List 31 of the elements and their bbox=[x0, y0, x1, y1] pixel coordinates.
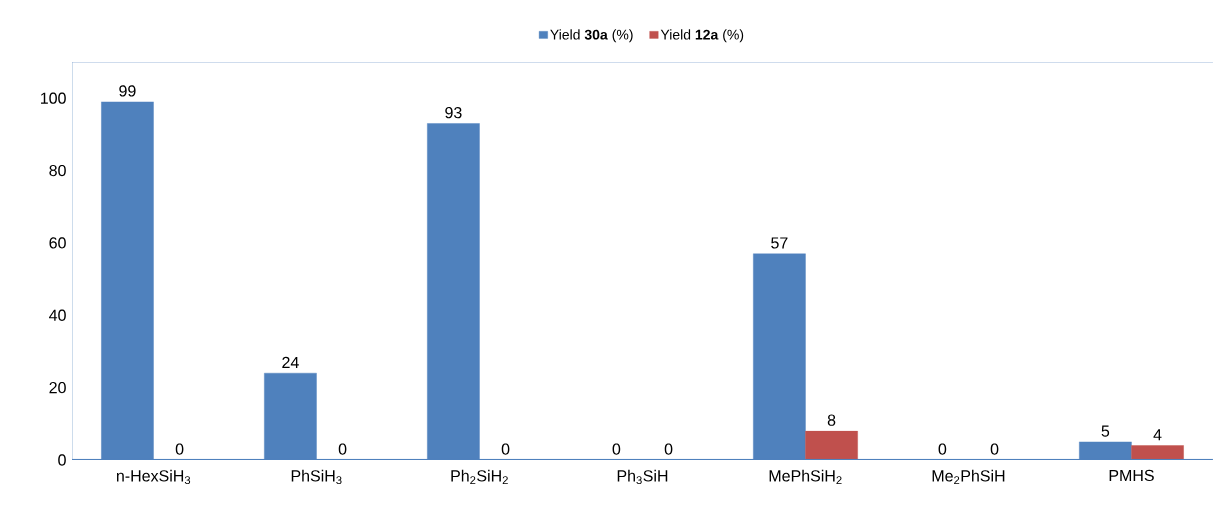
x-tick-label: n-HexSiH$_{3}$ bbox=[116, 469, 191, 485]
data-label: 0 bbox=[338, 443, 347, 455]
x-tick-label: PMHS bbox=[1109, 469, 1154, 482]
data-label: 0 bbox=[990, 443, 999, 455]
bar bbox=[1131, 445, 1184, 460]
x-tick-label: Me$_{2}$PhSiH bbox=[932, 469, 1005, 484]
data-label: 99 bbox=[119, 85, 136, 97]
data-label: 93 bbox=[445, 106, 462, 119]
y-tick-label: 40 bbox=[49, 309, 66, 321]
data-label: 57 bbox=[771, 237, 788, 249]
data-label: 4 bbox=[1153, 429, 1162, 441]
data-label: 5 bbox=[1101, 425, 1110, 437]
data-label: 24 bbox=[282, 356, 299, 368]
bar bbox=[805, 430, 858, 460]
data-label: 8 bbox=[827, 414, 836, 426]
x-tick-label: Ph$_{2}$SiH$_{2}$ bbox=[451, 469, 508, 484]
x-tick-label: PhSiH$_{3}$ bbox=[291, 469, 342, 485]
legend-label: Yield 30a (%) bbox=[550, 29, 633, 43]
data-label: 0 bbox=[612, 443, 621, 455]
legend-label: Yield 12a (%) bbox=[660, 29, 744, 43]
data-label: 0 bbox=[664, 443, 673, 455]
data-label: 0 bbox=[938, 443, 947, 455]
data-label: 0 bbox=[175, 443, 184, 455]
y-tick-label: 20 bbox=[49, 381, 66, 394]
x-tick-label: Ph$_{3}$SiH bbox=[617, 469, 668, 485]
y-tick-label: 60 bbox=[49, 237, 66, 249]
y-tick-label: 0 bbox=[58, 454, 66, 466]
y-tick-label: 80 bbox=[49, 164, 66, 177]
data-label: 0 bbox=[501, 443, 510, 455]
y-tick-label: 100 bbox=[41, 92, 66, 104]
x-tick-label: MePhSiH$_{2}$ bbox=[769, 469, 842, 484]
